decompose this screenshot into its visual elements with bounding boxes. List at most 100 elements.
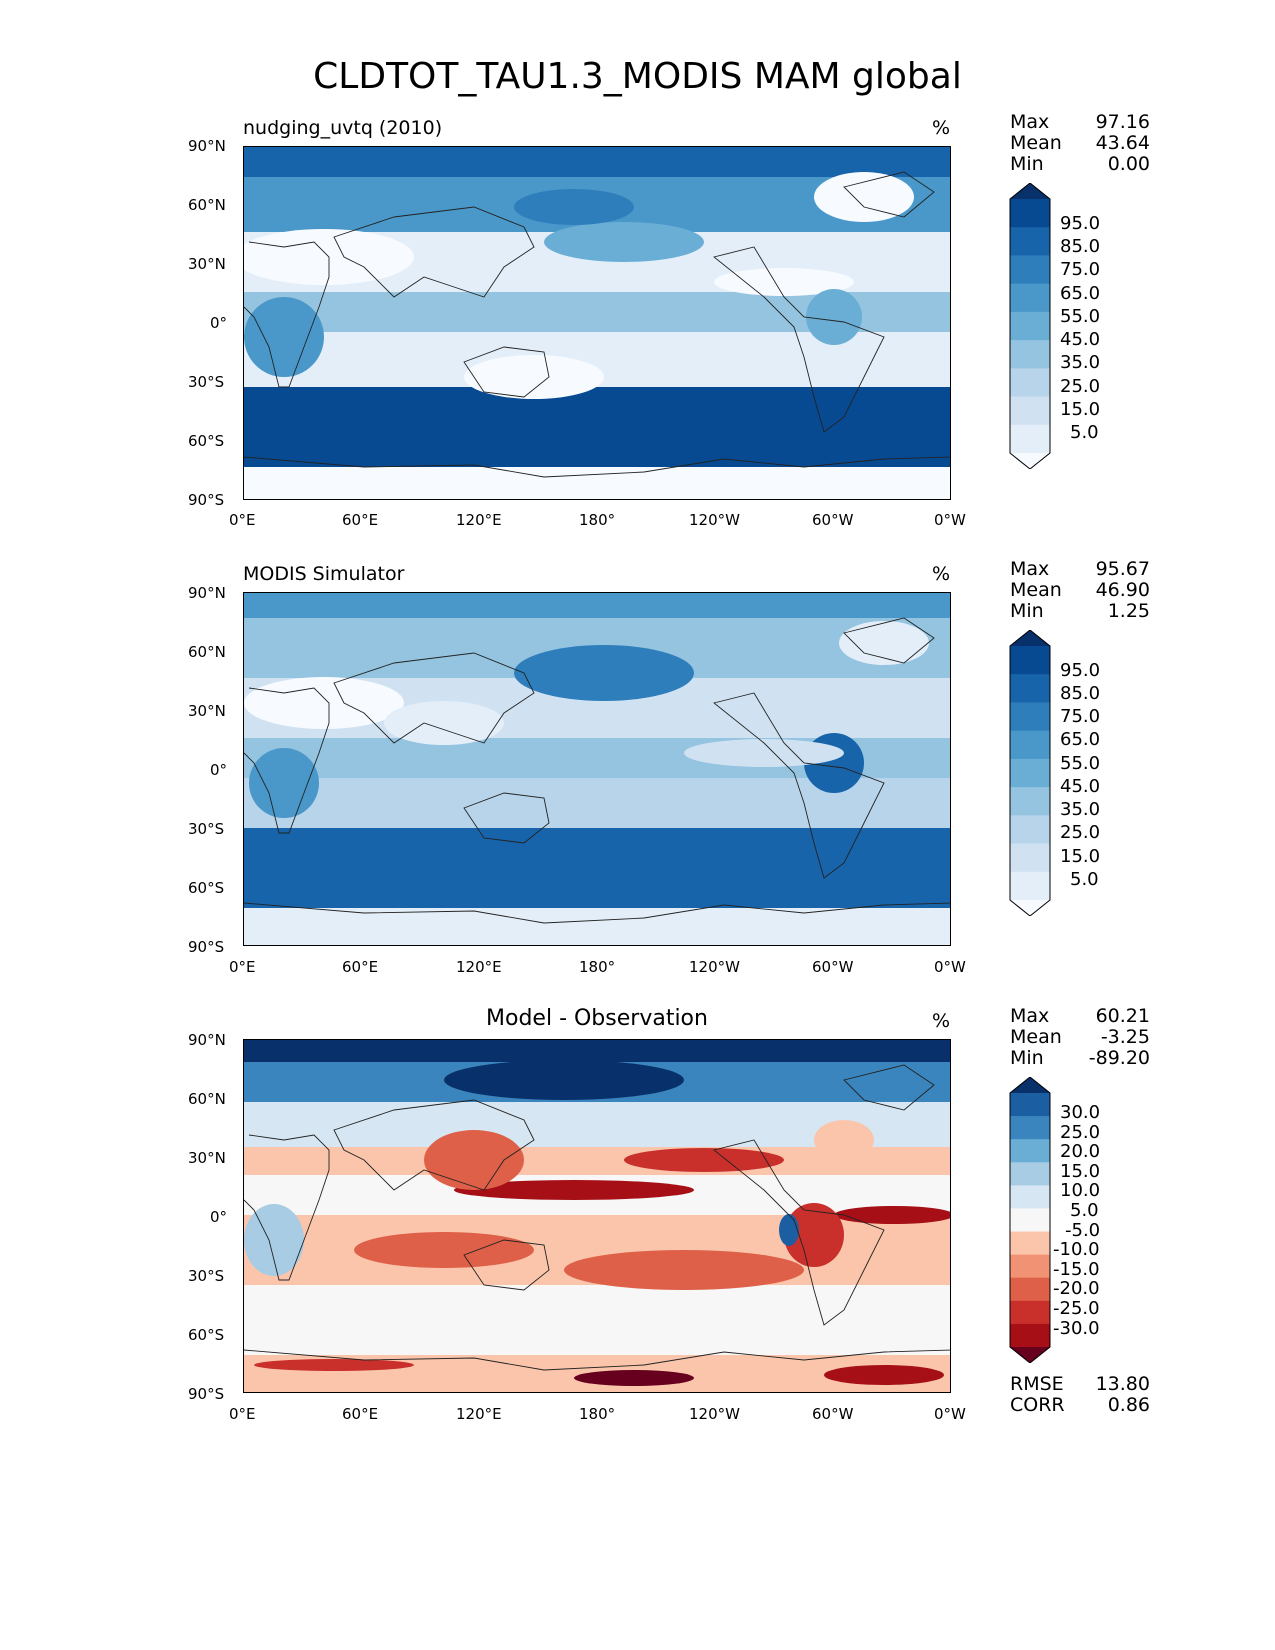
stat-mean-label: Mean [1010,1026,1062,1048]
colorbar-tick: -10.0 [1053,1239,1100,1260]
lat-tick: 30°N [188,1149,226,1167]
colorbar-tick: 35.0 [1060,352,1101,373]
colorbar-tick: 35.0 [1060,799,1101,820]
colorbar-tick: 30.0 [1060,1102,1101,1123]
colorbar-band [1010,674,1050,703]
colorbar-tick: 95.0 [1060,213,1101,234]
colorbar-band [1010,730,1050,760]
lon-tick: 180° [579,958,616,976]
colorbar-tick: 65.0 [1060,283,1101,304]
corr-label: CORR [1010,1394,1065,1416]
panel-diff-units: % [932,1010,951,1032]
lon-tick: 120°W [689,958,740,976]
colorbar-band [1010,843,1050,873]
lat-tick: 30°N [188,255,226,273]
colorbar-band [1010,758,1050,788]
colorbar-tick: 25.0 [1060,822,1101,843]
colorbar-band [1010,255,1050,285]
colorbar-band [1010,1185,1050,1209]
colorbar-band [1010,1139,1050,1163]
colorbar-band [1010,646,1050,675]
colorbar-tick: 75.0 [1060,259,1101,280]
colorbar-tick: -20.0 [1053,1278,1100,1299]
stat-mean-value: 43.64 [1095,132,1150,154]
panel-diff-field [244,1040,950,1392]
lat-tick: 90°S [188,938,225,956]
colorbar-band [1010,340,1050,369]
lat-tick: 0° [210,314,228,332]
colorbar-tick: 5.0 [1070,1200,1099,1221]
lon-tick: 60°W [812,1405,854,1423]
stat-mean-label: Mean [1010,579,1062,601]
stat-max-label: Max [1010,111,1050,133]
colorbar-band [1010,396,1050,426]
lat-tick: 90°N [188,137,226,155]
colorbar-extend-min [1010,1347,1050,1363]
colorbar-band [1010,787,1050,816]
lat-tick: 90°S [188,491,225,509]
rmse-label: RMSE [1010,1373,1064,1395]
lon-tick: 120°W [689,1405,740,1423]
stat-max-value: 95.67 [1095,558,1150,580]
stat-max-value: 97.16 [1095,111,1150,133]
lon-tick: 60°W [812,958,854,976]
lon-tick: 0°E [229,958,256,976]
panel-test-units: % [932,117,951,139]
figure-title: CLDTOT_TAU1.3_MODIS MAM global [313,56,962,97]
lat-tick: 60°S [188,432,225,450]
lat-tick: 30°S [188,373,225,391]
colorbar-outline [1009,183,1051,469]
panel-reference-stats: Max 95.67 Mean 46.90 Min 1.25 [1010,558,1150,622]
panel-reference-units: % [932,563,951,585]
panel-diff-metrics: RMSE 13.80 CORR 0.86 [1010,1373,1150,1416]
colorbar-extend-max [1010,1077,1050,1093]
panel-diff-map [243,1039,951,1393]
panel-test-colorbar [1009,183,1051,469]
stat-min-value: -89.20 [1088,1047,1150,1069]
lat-tick: 60°N [188,1090,226,1108]
stat-min-value: 0.00 [1107,153,1150,175]
lon-tick: 120°E [456,511,502,529]
lat-tick: 60°S [188,1326,225,1344]
colorbar-outline [1009,1077,1051,1363]
stat-max-value: 60.21 [1095,1005,1150,1027]
colorbar-band [1010,815,1050,845]
colorbar-band [1010,1116,1050,1140]
lon-tick: 0°W [934,1405,966,1423]
colorbar-band [1010,227,1050,256]
colorbar-band [1010,1254,1050,1279]
colorbar-tick: 75.0 [1060,706,1101,727]
colorbar-band [1010,199,1050,228]
lat-tick: 90°N [188,1031,226,1049]
lat-tick: 60°S [188,879,225,897]
colorbar-tick: 15.0 [1060,399,1101,420]
panel-test-field [244,147,950,499]
lon-tick: 120°E [456,958,502,976]
colorbar-band [1010,871,1050,901]
colorbar-band [1010,1323,1050,1348]
colorbar-tick: 20.0 [1060,1141,1101,1162]
lat-tick: 90°N [188,584,226,602]
colorbar-band [1010,311,1050,341]
colorbar-outline [1009,630,1051,916]
lon-tick: 0°W [934,958,966,976]
lat-tick: 60°N [188,643,226,661]
colorbar-tick: 25.0 [1060,1122,1101,1143]
colorbar-tick: 55.0 [1060,306,1101,327]
lat-tick: 0° [210,761,228,779]
colorbar-tick: 55.0 [1060,753,1101,774]
panel-diff-stats: Max 60.21 Mean -3.25 Min -89.20 [1010,1005,1150,1069]
stat-mean-value: -3.25 [1100,1026,1150,1048]
colorbar-tick: 95.0 [1060,660,1101,681]
stat-max-label: Max [1010,558,1050,580]
lon-tick: 0°E [229,511,256,529]
panel-test-left-title: nudging_uvtq (2010) [243,117,443,139]
lon-tick: 0°E [229,1405,256,1423]
stat-min-value: 1.25 [1107,600,1150,622]
lat-tick: 90°S [188,1385,225,1403]
panel-reference-map [243,592,951,946]
lon-tick: 0°W [934,511,966,529]
coastlines [244,617,950,924]
colorbar-band [1010,1093,1050,1117]
stat-min-label: Min [1010,600,1044,622]
